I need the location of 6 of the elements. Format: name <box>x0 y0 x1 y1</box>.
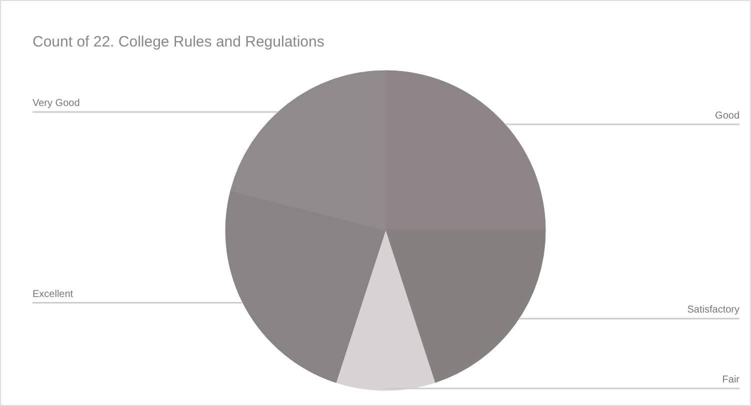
slice-label: Satisfactory <box>687 304 740 316</box>
slice-label: Good <box>715 110 740 122</box>
slice-label: Very Good <box>32 98 80 109</box>
slice-label: Fair <box>722 374 740 386</box>
chart-title: Count of 22. College Rules and Regulations <box>32 34 324 50</box>
slice-label: Excellent <box>32 288 74 300</box>
